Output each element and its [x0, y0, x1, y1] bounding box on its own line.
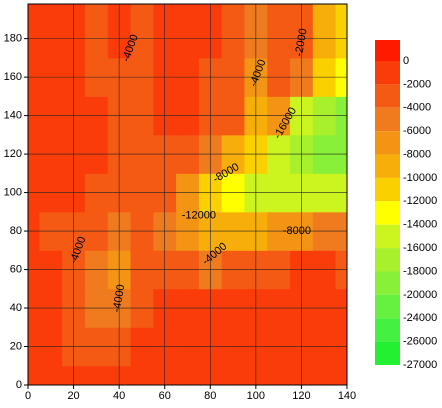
- x-tick-label: 100: [247, 390, 265, 402]
- contour-cell: [39, 4, 63, 59]
- contour-label: -8000: [283, 225, 311, 237]
- colorbar-swatch: [375, 271, 400, 295]
- contour-cell: [28, 4, 40, 59]
- colorbar-label: -26000: [403, 336, 437, 348]
- y-tick-label: 160: [4, 71, 22, 83]
- contour-label: -2000: [293, 28, 310, 58]
- x-tick-label: 120: [292, 390, 310, 402]
- y-tick-label: 140: [4, 110, 22, 122]
- x-tick-label: 140: [338, 390, 356, 402]
- contour-cell: [221, 4, 245, 59]
- colorbar-label: -14000: [403, 219, 437, 231]
- colorbar-swatch: [375, 61, 400, 85]
- colorbar-swatch: [375, 84, 400, 108]
- colorbar-label: -2000: [403, 78, 431, 90]
- colorbar-label: -24000: [403, 312, 437, 324]
- contour-cell: [267, 365, 291, 385]
- contour-cell: [176, 365, 200, 385]
- contour-cell: [84, 365, 109, 385]
- colorbar-label: -18000: [403, 265, 437, 277]
- contour-cell: [335, 365, 347, 385]
- x-tick-label: 0: [25, 390, 31, 402]
- colorbar-label: -8000: [403, 148, 431, 160]
- y-tick-label: 0: [16, 379, 22, 391]
- y-tick-label: 60: [10, 263, 22, 275]
- plot-area: [28, 4, 347, 385]
- contour-cell: [84, 4, 109, 59]
- colorbar-label: -20000: [403, 289, 437, 301]
- x-tick-label: 80: [204, 390, 216, 402]
- colorbar-swatch: [375, 131, 400, 155]
- colorbar-label: 0: [403, 55, 409, 67]
- contour-cell: [130, 4, 154, 59]
- colorbar-label: -10000: [403, 172, 437, 184]
- y-tick-label: 100: [4, 186, 22, 198]
- contour-cell: [267, 4, 291, 59]
- x-tick-label: 20: [67, 390, 79, 402]
- x-tick-label: 60: [159, 390, 171, 402]
- contour-cell: [335, 4, 347, 59]
- contour-cell: [176, 4, 200, 59]
- y-tick-label: 180: [4, 33, 22, 45]
- colorbar-label: -6000: [403, 125, 431, 137]
- x-tick-label: 40: [113, 390, 125, 402]
- contour-cell: [39, 365, 63, 385]
- colorbar-swatch: [375, 341, 400, 365]
- colorbar-swatch: [375, 201, 400, 225]
- colorbar-swatch: [375, 248, 400, 272]
- contour-cell: [312, 4, 337, 59]
- contour-cell: [28, 365, 40, 385]
- contour-cell: [221, 365, 245, 385]
- colorbar-swatch: [375, 177, 400, 202]
- contour-label: -12000: [182, 210, 216, 222]
- colorbar-label: -16000: [403, 242, 437, 254]
- colorbar-swatch: [375, 40, 400, 61]
- colorbar-label: -12000: [403, 195, 437, 207]
- plot-frame: [27, 3, 348, 386]
- contour-cell: [312, 365, 337, 385]
- y-tick-label: 40: [10, 302, 22, 314]
- y-tick-label: 80: [10, 225, 22, 237]
- y-tick-label: 20: [10, 340, 22, 352]
- colorbar-label: -4000: [403, 102, 431, 114]
- colorbar-swatch: [375, 154, 400, 178]
- contour-label: -4000: [111, 283, 128, 313]
- colorbar-swatch: [375, 224, 400, 249]
- colorbar-swatch: [375, 294, 400, 319]
- colorbar-swatch: [375, 318, 400, 342]
- contour-cell: [130, 365, 154, 385]
- y-tick-label: 120: [4, 148, 22, 160]
- colorbar-swatch: [375, 107, 400, 132]
- colorbar-label: -27000: [403, 359, 437, 371]
